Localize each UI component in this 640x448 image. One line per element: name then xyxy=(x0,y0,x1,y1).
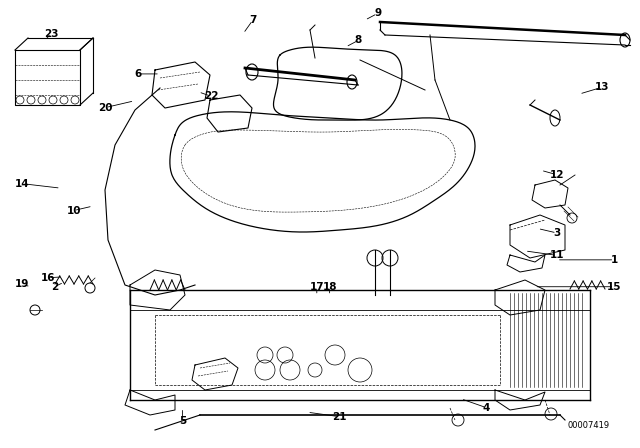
Text: 20: 20 xyxy=(99,103,113,112)
Text: 00007419: 00007419 xyxy=(568,421,610,430)
Text: 16: 16 xyxy=(41,273,55,283)
Text: 15: 15 xyxy=(607,282,621,292)
Text: 22: 22 xyxy=(204,91,218,101)
Text: 8: 8 xyxy=(355,35,362,45)
Text: 19: 19 xyxy=(15,280,29,289)
Text: 6: 6 xyxy=(134,69,141,79)
Text: 17: 17 xyxy=(310,282,324,292)
Text: 2: 2 xyxy=(51,282,58,292)
Text: 1: 1 xyxy=(611,255,618,265)
Text: 18: 18 xyxy=(323,282,337,292)
Text: 10: 10 xyxy=(67,206,81,215)
Text: 23: 23 xyxy=(44,29,58,39)
Text: 21: 21 xyxy=(332,412,346,422)
Text: 11: 11 xyxy=(550,250,564,260)
Text: 5: 5 xyxy=(179,416,186,426)
Text: 4: 4 xyxy=(483,403,490,413)
Text: 3: 3 xyxy=(553,228,561,238)
Text: 7: 7 xyxy=(249,15,257,25)
Text: 14: 14 xyxy=(15,179,29,189)
Text: 9: 9 xyxy=(374,9,381,18)
Text: 12: 12 xyxy=(550,170,564,180)
Text: 13: 13 xyxy=(595,82,609,92)
